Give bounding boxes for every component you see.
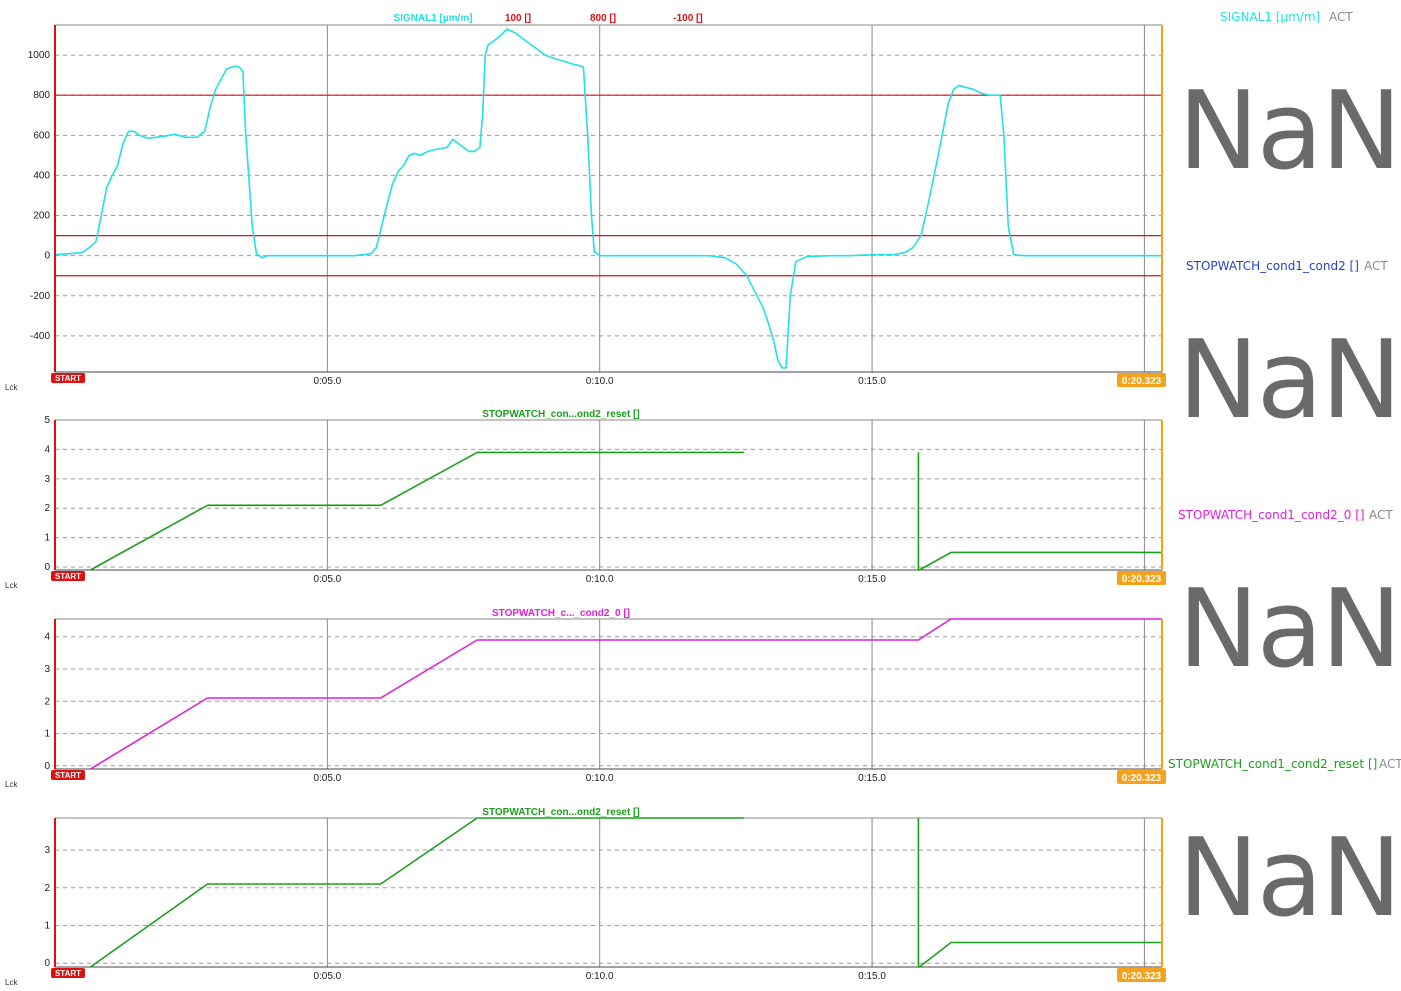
y-tick-label: 4	[44, 444, 50, 455]
x-tick-label: 0:05.0	[313, 971, 341, 982]
plot-panel-2: 0 1 2 3 4 5 0:05.0 0:10.0 0:15.0 START 0:20.323 STO…	[44, 409, 1166, 585]
x-tick-label: 0:10.0	[586, 773, 614, 784]
y-tick-label: 2	[44, 503, 50, 514]
chart-header-label: STOPWATCH_c..._cond2_0 []	[492, 608, 630, 619]
start-badge	[51, 770, 85, 780]
end-badge-label: 0:20.323	[1122, 376, 1162, 387]
stopwatch-cond2-0-value: NaN	[1178, 567, 1401, 692]
chart-header-label: STOPWATCH_con...ond2_reset []	[482, 409, 639, 420]
x-tick-label: 0:15.0	[858, 773, 886, 784]
y-tick-label: 0	[44, 251, 50, 262]
y-tick-label: 1	[44, 729, 50, 740]
start-badge-label: START	[55, 572, 81, 581]
x-tick-label: 0:05.0	[313, 773, 341, 784]
chart-header-label: 800 []	[590, 13, 616, 24]
stopwatch-cond2-act: ACT	[1364, 259, 1388, 273]
plot-panel-3: 0 1 2 3 4 0:05.0 0:10.0 0:15.0 START 0:20.323 STOP…	[44, 608, 1166, 784]
lock-label-2: Lck	[5, 581, 18, 590]
stopwatch-reset-act: ACT	[1379, 757, 1401, 771]
y-tick-label: 0	[44, 562, 50, 573]
plot-panel-1: -400 -200 0 200 400 600 800 1000 0:05.0 0:10.0 0:1…	[28, 13, 1166, 387]
y-tick-label: 400	[33, 170, 50, 181]
series-line	[89, 817, 744, 968]
y-tick-label: 0	[44, 761, 50, 772]
y-tick-label: 1000	[28, 50, 51, 61]
x-tick-label: 0:05.0	[313, 574, 341, 585]
start-badge-label: START	[55, 771, 81, 780]
y-tick-label: 200	[33, 211, 50, 222]
start-badge	[51, 571, 85, 581]
series-line	[917, 818, 1162, 968]
series-line	[89, 618, 1162, 770]
end-badge	[1117, 571, 1166, 585]
y-tick-label: 3	[44, 664, 50, 675]
chart-header-label: SIGNAL1 [µm/m]	[393, 13, 472, 24]
signal1-value: NaN	[1178, 69, 1401, 194]
chart-header-label: STOPWATCH_con...ond2_reset []	[482, 807, 639, 818]
signal1-name: SIGNAL1 [µm/m]	[1220, 10, 1321, 24]
lock-label-4: Lck	[5, 978, 18, 987]
start-badge	[51, 373, 85, 383]
y-tick-label: 800	[33, 90, 50, 101]
y-tick-label: 1	[44, 921, 50, 932]
x-tick-label: 0:10.0	[586, 971, 614, 982]
plot-panel-4: 0 1 2 3 0:05.0 0:10.0 0:15.0 START 0:20.323 STOPW…	[44, 807, 1166, 982]
stopwatch-cond2-name: STOPWATCH_cond1_cond2 []	[1186, 259, 1359, 273]
y-tick-label: 5	[44, 415, 50, 426]
end-badge-label: 0:20.323	[1122, 773, 1162, 784]
lock-label-1: Lck	[5, 383, 18, 392]
end-badge	[1117, 373, 1166, 387]
end-badge-label: 0:20.323	[1122, 574, 1162, 585]
start-badge-label: START	[55, 374, 81, 383]
lock-label-3: Lck	[5, 780, 18, 789]
x-tick-label: 0:15.0	[858, 376, 886, 387]
y-tick-label: -400	[30, 331, 50, 342]
y-tick-label: 3	[44, 474, 50, 485]
x-tick-label: 0:15.0	[858, 971, 886, 982]
y-tick-label: 2	[44, 696, 50, 707]
end-badge	[1117, 770, 1166, 784]
stopwatch-reset-value: NaN	[1178, 816, 1401, 941]
series-line	[90, 451, 744, 571]
end-badge	[1117, 968, 1166, 982]
stopwatch-cond2-0-name: STOPWATCH_cond1_cond2_0 []	[1178, 508, 1365, 522]
x-tick-label: 0:05.0	[313, 376, 341, 387]
start-badge-label: START	[55, 969, 81, 978]
signal1-act: ACT	[1329, 10, 1353, 24]
x-tick-label: 0:10.0	[586, 376, 614, 387]
y-tick-label: 0	[44, 958, 50, 969]
end-badge-label: 0:20.323	[1122, 971, 1162, 982]
stopwatch-reset-name: STOPWATCH_cond1_cond2_reset []	[1168, 757, 1378, 771]
y-tick-label: 3	[44, 845, 50, 856]
series-line	[917, 452, 1162, 571]
stopwatch-cond2-0-act: ACT	[1369, 508, 1393, 522]
chart-header-label: 100 []	[505, 13, 531, 24]
y-tick-label: 1	[44, 533, 50, 544]
y-tick-label: -200	[30, 291, 50, 302]
chart-header-label: -100 []	[673, 13, 702, 24]
x-tick-label: 0:15.0	[858, 574, 886, 585]
x-tick-label: 0:10.0	[586, 574, 614, 585]
series-line	[55, 28, 1162, 369]
y-tick-label: 600	[33, 130, 50, 141]
y-tick-label: 2	[44, 883, 50, 894]
stopwatch-cond2-value: NaN	[1178, 318, 1401, 443]
y-tick-label: 4	[44, 632, 50, 643]
start-badge	[51, 968, 85, 978]
